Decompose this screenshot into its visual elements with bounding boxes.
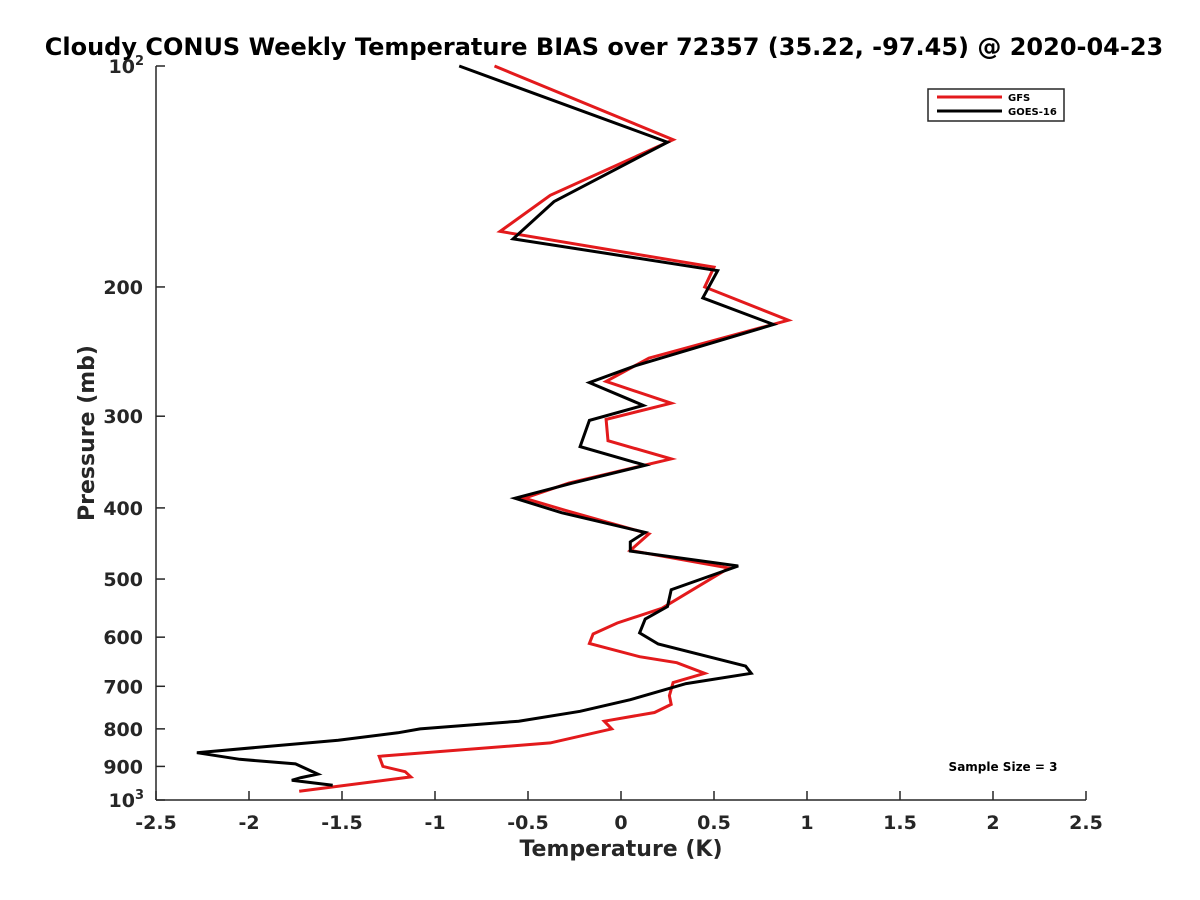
y-tick-label: 800 — [103, 719, 143, 741]
x-tick-label: -2.5 — [135, 812, 177, 834]
y-tick-exponent: 3 — [135, 788, 144, 803]
series-line-gfs — [299, 64, 794, 793]
x-tick-label: 1.5 — [883, 812, 917, 834]
sample-size-annotation: Sample Size = 3 — [949, 760, 1058, 774]
ticks-layer: -2.5 -2 -1.5 -1 -0.5 0 0.5 1 1.5 2 2.510 2200300400… — [103, 54, 1103, 834]
x-tick-label: 0.5 — [697, 812, 731, 834]
x-tick-label: 2 — [986, 812, 999, 834]
axes-layer — [155, 66, 1086, 801]
y-tick-label: 500 — [103, 569, 143, 591]
y-tick-label: 600 — [103, 627, 143, 649]
legend-label: GOES-16 — [1008, 107, 1057, 118]
legend: GFS GOES-16 — [927, 88, 1065, 122]
y-tick-label: 200 — [103, 277, 143, 299]
y-axis-label: Pressure (mb) — [75, 345, 100, 521]
x-tick-label: -1 — [424, 812, 445, 834]
y-tick-label: 900 — [103, 756, 143, 778]
legend-label: GFS — [1008, 93, 1030, 104]
x-tick-label: -2 — [238, 812, 259, 834]
series-layer — [196, 64, 794, 793]
y-tick-label: 700 — [103, 676, 143, 698]
x-tick-label: 2.5 — [1069, 812, 1103, 834]
y-tick-label: 10 — [109, 56, 135, 78]
x-axis-label: Temperature (K) — [519, 837, 722, 862]
x-tick-label: -1.5 — [321, 812, 363, 834]
chart-title: Cloudy CONUS Weekly Temperature BIAS ove… — [45, 33, 1163, 61]
series-line-goes-16 — [196, 64, 779, 787]
y-tick-label: 400 — [103, 498, 143, 520]
y-tick-exponent: 2 — [135, 54, 144, 69]
legend-box — [927, 88, 1065, 122]
x-tick-label: 0 — [614, 812, 627, 834]
x-tick-label: 1 — [800, 812, 813, 834]
x-tick-label: -0.5 — [507, 812, 549, 834]
y-tick-label: 10 — [109, 790, 135, 812]
y-tick-label: 300 — [103, 406, 143, 428]
